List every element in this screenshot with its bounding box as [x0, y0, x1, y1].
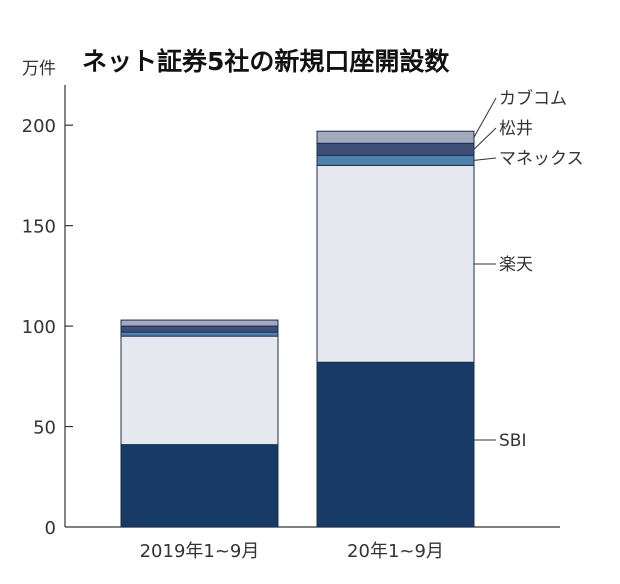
bar-segment	[120, 325, 279, 333]
series-leader-line	[473, 97, 497, 138]
series-label: マネックス	[499, 149, 584, 169]
y-tick-label: 200	[22, 116, 56, 137]
y-tick-label: 100	[22, 317, 56, 338]
bar-segment	[120, 331, 279, 337]
y-tick-label: 0	[45, 518, 56, 539]
bar-segment	[316, 164, 475, 363]
series-label: 楽天	[499, 255, 533, 275]
bar-segment	[316, 142, 475, 156]
bar-segment	[316, 130, 475, 144]
unit-label: 万件	[22, 59, 56, 79]
chart-title: ネット証券5社の新規口座開設数	[82, 47, 450, 76]
series-label: 松井	[499, 119, 533, 139]
bar-segment	[316, 361, 475, 528]
bar-segment	[316, 154, 475, 166]
y-tick-label: 50	[33, 418, 56, 439]
x-category-label: 2019年1~9月	[140, 541, 260, 562]
bar-segment	[120, 444, 279, 528]
y-tick-label: 150	[22, 217, 56, 238]
series-leader-line	[473, 127, 497, 150]
bar-segment	[120, 319, 279, 327]
x-category-label: 20年1~9月	[347, 541, 444, 562]
series-label: SBI	[499, 431, 526, 451]
series-leader-line	[473, 157, 497, 161]
series-label: カブコム	[499, 88, 567, 109]
bar-segment	[120, 335, 279, 446]
